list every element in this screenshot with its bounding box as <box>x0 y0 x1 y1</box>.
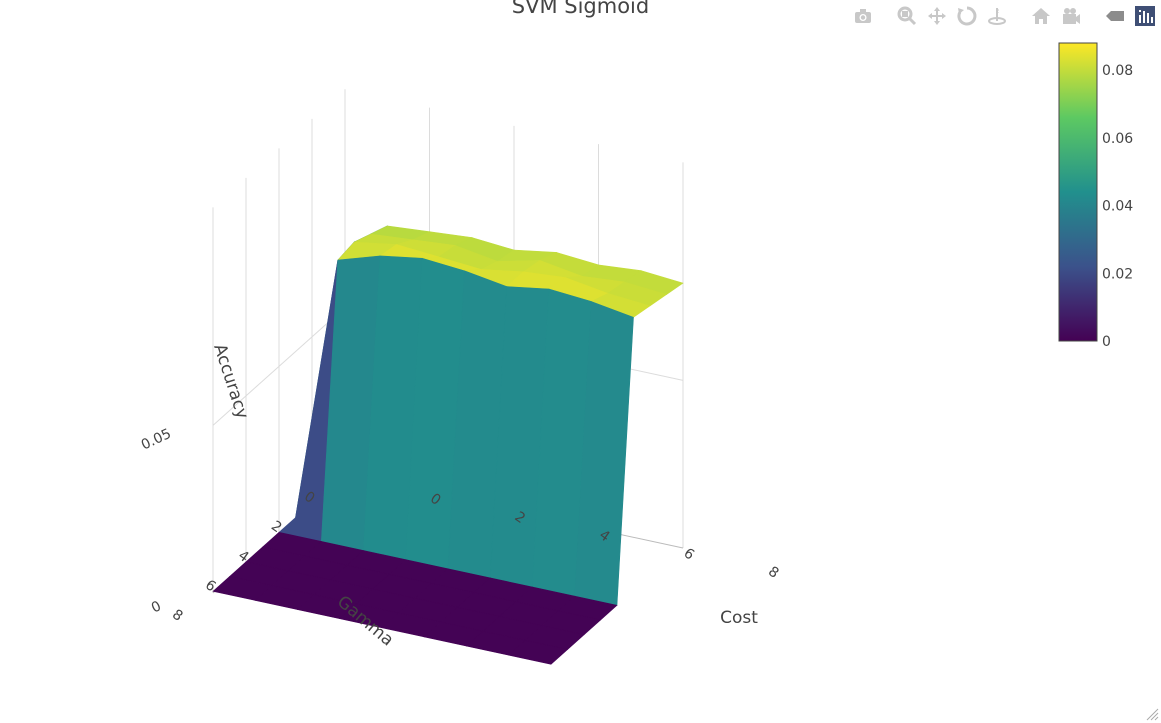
colorbar-tick-label: 0.08 <box>1102 63 1133 79</box>
cost-tick-label: 8 <box>765 564 781 582</box>
cost-axis-title: Cost <box>720 608 758 628</box>
colorbar-tick-label: 0.02 <box>1102 266 1133 282</box>
colorbar-tick-label: 0.04 <box>1102 199 1133 215</box>
colorbar-tick-label: 0 <box>1102 334 1111 350</box>
colorbar <box>1058 42 1098 342</box>
gamma-tick-label: 6 <box>202 577 219 595</box>
plotly-logo-icon[interactable] <box>1133 4 1157 28</box>
colorbar-tick-label: 0.06 <box>1102 131 1133 147</box>
zoom-icon[interactable] <box>895 4 919 28</box>
gamma-tick-label: 8 <box>169 607 185 625</box>
cost-tick-label: 6 <box>681 545 698 563</box>
orbit-icon[interactable] <box>955 4 979 28</box>
modebar: z <box>851 3 1157 29</box>
colorbar-ticks: 0 0.02 0.04 0.06 0.08 <box>1102 63 1133 350</box>
video-camera-icon[interactable] <box>1059 4 1083 28</box>
resize-handle-icon[interactable] <box>1145 707 1159 721</box>
accuracy-tick-label: 0 <box>149 598 164 616</box>
home-icon[interactable] <box>1029 4 1053 28</box>
chart-title: SVM Sigmoid <box>511 0 650 18</box>
svg-text:z: z <box>996 8 999 15</box>
grid-line <box>212 306 346 426</box>
surface <box>212 225 684 665</box>
camera-icon[interactable] <box>851 4 875 28</box>
accuracy-tick-label: 0.05 <box>139 426 174 454</box>
hover-icon[interactable] <box>1103 4 1127 28</box>
surface-patch <box>508 640 569 665</box>
turntable-icon[interactable]: z <box>985 4 1009 28</box>
pan-icon[interactable] <box>925 4 949 28</box>
